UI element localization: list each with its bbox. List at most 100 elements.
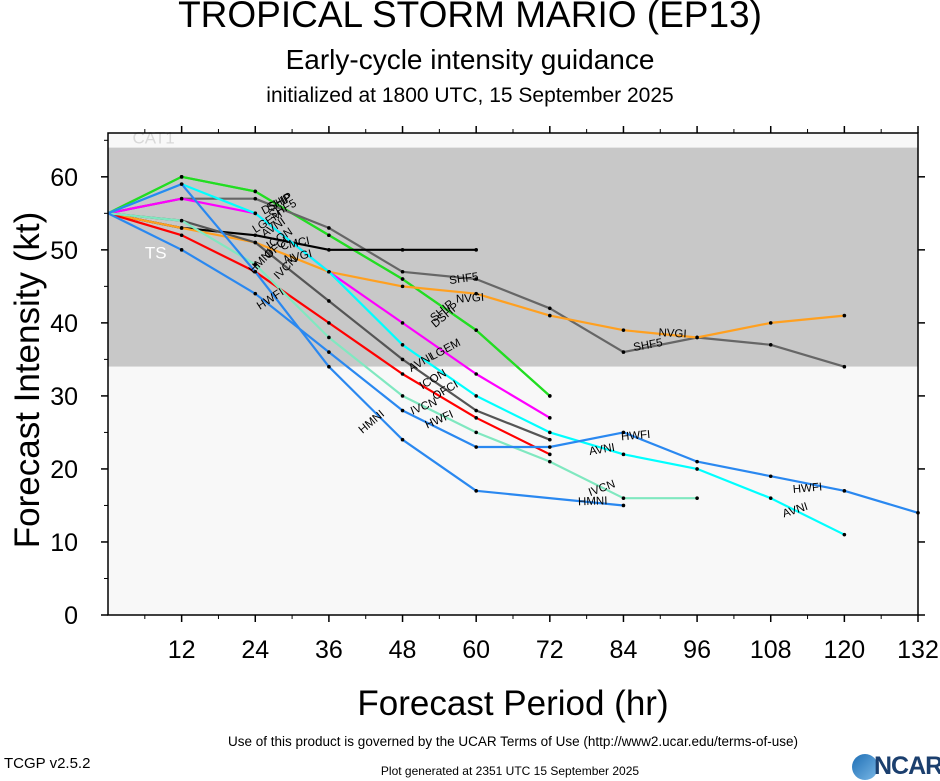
- data-point-dshp: [253, 189, 258, 194]
- intensity-band-ts: [108, 366, 918, 615]
- data-point-ivcn: [327, 335, 331, 340]
- data-point-avni: [621, 452, 626, 457]
- model-labels: CAT1TSSHIPSHF5DSHPLGEMCMCIAVNIICONNVGIOF…: [133, 128, 823, 520]
- data-point-lgem: [474, 372, 478, 376]
- band-label-cat1: CAT1: [133, 128, 175, 147]
- data-point-avni: [327, 269, 331, 274]
- data-point-avni: [253, 211, 258, 216]
- data-point-shf5: [253, 196, 258, 201]
- x-tick-label: 60: [462, 636, 490, 664]
- model-label-hwfi: HWFI: [621, 429, 651, 444]
- model-label-avni: AVNI: [588, 442, 616, 458]
- x-tick-label: 120: [824, 636, 866, 664]
- data-point-cmci: [327, 248, 331, 252]
- x-tick-label: 132: [897, 636, 939, 664]
- band-label-ts: TS: [145, 244, 167, 263]
- series-line-hwfi: [107, 212, 919, 514]
- initialization-time: initialized at 1800 UTC, 15 September 20…: [266, 84, 674, 107]
- data-point-avni: [548, 430, 552, 435]
- data-point-icon: [400, 357, 405, 362]
- data-point-ofci: [548, 452, 552, 457]
- model-label-cmci: CMCI: [280, 235, 311, 253]
- data-point-ofci: [474, 416, 478, 420]
- data-point-shf5: [621, 350, 626, 354]
- data-point-dshp: [179, 175, 184, 179]
- model-label-hmni: HMNI: [578, 495, 608, 508]
- data-point-icon: [474, 408, 478, 413]
- data-point-nvgi: [400, 284, 405, 289]
- data-point-ivcn: [695, 496, 699, 500]
- version-text: TCGP v2.5.2: [4, 755, 91, 772]
- x-tick-label: 108: [750, 636, 792, 664]
- data-point-ivcn: [548, 459, 552, 464]
- axes: 12 24 36 48 60 72 84 96 108 120 132 0 10 20 30 40 50 60: [50, 126, 939, 664]
- data-point-nvgi: [842, 313, 847, 318]
- data-point-ofci: [327, 321, 331, 325]
- y-tick-label: 20: [50, 456, 78, 484]
- data-point-icon: [253, 240, 258, 245]
- model-label-nvgi: NVGI: [456, 292, 485, 306]
- model-label-shf5: SHF5: [632, 337, 663, 354]
- data-point-hwfi: [327, 350, 331, 354]
- ncar-logo: NCAR: [852, 752, 940, 780]
- x-tick-label: 12: [168, 636, 196, 664]
- data-point-hmni: [179, 182, 184, 186]
- data-point-shf5: [768, 342, 773, 347]
- data-point-hwfi: [842, 489, 847, 493]
- x-tick-label: 96: [683, 636, 711, 664]
- data-point-avni: [474, 394, 478, 398]
- data-point-icon: [548, 437, 552, 442]
- data-point-nvgi: [474, 291, 478, 296]
- data-point-avni: [695, 467, 699, 471]
- data-point-cmci: [253, 233, 258, 238]
- x-tick-label: 48: [389, 636, 417, 664]
- data-point-hmni: [400, 437, 405, 442]
- data-point-shf5: [474, 277, 478, 281]
- data-point-icon: [327, 299, 331, 303]
- data-point-hwfi: [695, 459, 699, 464]
- data-point-ofci: [400, 372, 405, 376]
- data-point-lgem: [548, 416, 552, 420]
- x-axis-title: Forecast Period (hr): [357, 684, 669, 723]
- data-point-ivcn: [253, 262, 258, 267]
- data-point-ivcn: [474, 430, 478, 435]
- chart-subtitle: Early-cycle intensity guidance: [285, 44, 655, 75]
- data-point-nvgi: [179, 226, 184, 230]
- data-point-dshp: [327, 233, 331, 238]
- y-tick-label: 60: [50, 164, 78, 192]
- data-point-dshp: [400, 277, 405, 281]
- y-tick-label: 50: [50, 237, 78, 265]
- x-tick-label: 36: [315, 636, 343, 664]
- data-point-ofci: [179, 233, 184, 238]
- data-point-dshp: [474, 328, 478, 332]
- model-label-hwfi: HWFI: [792, 481, 822, 496]
- y-tick-label: 30: [50, 383, 78, 411]
- ncar-logo-text: NCAR: [874, 752, 940, 780]
- data-point-hwfi: [253, 291, 258, 296]
- generated-timestamp: Plot generated at 2351 UTC 15 September …: [380, 764, 640, 778]
- data-point-shf5: [842, 364, 847, 369]
- x-tick-label: 72: [536, 636, 564, 664]
- y-tick-label: 40: [50, 310, 78, 338]
- model-label-nvgi: NVGI: [658, 327, 687, 340]
- data-point-hwfi: [768, 474, 773, 479]
- data-point-hwfi: [548, 445, 552, 449]
- intensity-band-gray: [108, 147, 918, 367]
- x-tick-label: 24: [241, 636, 269, 664]
- model-label-shf5: SHF5: [449, 271, 480, 287]
- y-axis-title: Forecast Intensity (kt): [8, 211, 47, 549]
- data-point-lgem: [179, 196, 184, 201]
- intensity-band-cat1: [108, 133, 918, 148]
- data-point-avni: [400, 342, 405, 347]
- data-point-avni: [842, 532, 847, 537]
- y-tick-label: 10: [50, 529, 78, 557]
- data-point-hmni: [327, 364, 331, 369]
- data-point-avni: [768, 496, 773, 500]
- y-tick-label: 0: [64, 602, 78, 630]
- terms-of-use-text: Use of this product is governed by the U…: [228, 734, 798, 749]
- data-point-dshp: [548, 394, 552, 398]
- data-point-cmci: [474, 248, 478, 252]
- data-point-nvgi: [548, 313, 552, 318]
- x-tick-label: 84: [610, 636, 638, 664]
